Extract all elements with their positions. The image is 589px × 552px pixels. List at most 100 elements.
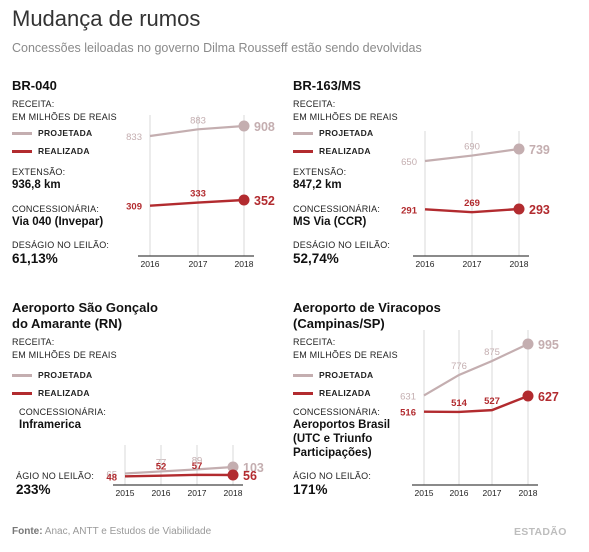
legend-projetada-label: PROJETADA [319, 370, 374, 380]
data-label: 293 [529, 203, 550, 217]
end-point-marker [238, 120, 250, 132]
data-label: 77 [156, 457, 167, 468]
legend-projetada-swatch [12, 132, 32, 135]
x-tick-label: 2017 [483, 488, 502, 498]
data-label: 56 [243, 469, 257, 483]
series-line-realizada [124, 473, 234, 478]
legend-realizada-swatch [12, 150, 32, 153]
series-line-projetada [149, 124, 245, 138]
legend-realizada-label: REALIZADA [38, 388, 90, 398]
data-label: 739 [529, 143, 550, 157]
legend-realizada-swatch [293, 150, 313, 153]
receita-label: RECEITA: [12, 99, 55, 109]
agio-value: 171% [293, 482, 328, 497]
legend-realizada-label: REALIZADA [38, 146, 90, 156]
concessionaria-value: Via 040 (Invepar) [12, 216, 104, 228]
legend-realizada-label: REALIZADA [319, 146, 371, 156]
desagio-value: 61,13% [12, 251, 58, 266]
x-tick-label: 2016 [450, 488, 469, 498]
series-line-projetada [124, 465, 234, 475]
end-point-marker [522, 338, 534, 350]
panel-title-line-1: Aeroporto de Viracopos [293, 300, 441, 315]
x-tick-label: 2017 [189, 259, 208, 269]
agio-label: ÁGIO NO LEILÃO: [16, 471, 95, 481]
x-tick-label: 2016 [152, 488, 171, 498]
x-tick-label: 2017 [463, 259, 482, 269]
series-line-realizada [424, 207, 520, 214]
concessionaria-label: CONCESSIONÁRIA: [293, 204, 381, 214]
x-tick-label: 2016 [416, 259, 435, 269]
x-tick-label: 2017 [188, 488, 207, 498]
chart-1: 2016 2017 2018 833 883 908 309 333 352 [126, 115, 275, 269]
extensao-label: EXTENSÃO: [293, 167, 347, 177]
data-label: 52 [156, 462, 167, 473]
end-point-marker [227, 461, 239, 473]
panel-title: BR-163/MS [293, 78, 361, 93]
receita-label: RECEITA: [293, 99, 336, 109]
receita-label: RECEITA: [293, 337, 336, 347]
concessionaria-value: MS Via (CCR) [293, 216, 367, 228]
end-point-marker [513, 203, 525, 215]
series-line-realizada [149, 198, 245, 207]
data-label: 309 [126, 202, 142, 213]
data-label: 89 [192, 455, 203, 466]
series-line-projetada [424, 147, 520, 163]
x-tick-label: 2018 [510, 259, 529, 269]
panel-title-line-1: Aeroporto São Gonçalo [12, 300, 158, 315]
chart-4: 2015 2016 2017 2018 631 776 875 995 516 514 527 627 [400, 330, 559, 498]
desagio-label: DESÁGIO NO LEILÃO: [12, 240, 110, 250]
extensao-label: EXTENSÃO: [12, 167, 66, 177]
data-label: 995 [538, 338, 559, 352]
source-text: Anac, ANTT e Estudos de Viabilidade [44, 526, 212, 537]
concessionaria-value-line-1: Aeroportos Brasil [293, 419, 391, 431]
data-label: 631 [400, 391, 416, 402]
data-label: 48 [106, 472, 117, 483]
legend-projetada-swatch [293, 132, 313, 135]
x-tick-label: 2018 [235, 259, 254, 269]
desagio-value: 52,74% [293, 251, 339, 266]
data-label: 291 [401, 205, 418, 216]
x-tick-label: 2015 [415, 488, 434, 498]
data-label: 516 [400, 408, 416, 419]
agio-value: 233% [16, 482, 51, 497]
data-label: 352 [254, 194, 275, 208]
data-label: 883 [190, 115, 206, 126]
receita-label: RECEITA: [12, 337, 55, 347]
page-subtitle: Concessões leiloadas no governo Dilma Ro… [12, 41, 422, 55]
data-label: 527 [484, 396, 500, 407]
series-line-realizada [423, 394, 529, 414]
data-label: 875 [484, 347, 500, 358]
end-point-marker [238, 194, 250, 206]
data-label: 65 [106, 469, 117, 480]
chart-2: 2016 2017 2018 650 690 739 291 269 293 [401, 131, 550, 269]
concessionaria-value: Inframerica [19, 419, 82, 431]
legend-realizada-swatch [293, 392, 313, 395]
data-label: 269 [464, 198, 480, 209]
brand-logo: ESTADÃO [514, 526, 567, 538]
unit-label: EM MILHÕES DE REAIS [293, 350, 398, 360]
source-note: Fonte: Anac, ANTT e Estudos de Viabilida… [12, 526, 211, 537]
panel-title-line-2: (Campinas/SP) [293, 316, 385, 331]
data-label: 650 [401, 157, 417, 168]
end-point-marker [513, 143, 525, 155]
extensao-value: 847,2 km [293, 179, 342, 191]
data-label: 514 [451, 398, 468, 409]
concessionaria-label: CONCESSIONÁRIA: [12, 204, 100, 214]
end-point-marker [522, 390, 534, 402]
data-label: 627 [538, 390, 559, 404]
panel-title-line-2: do Amarante (RN) [12, 316, 123, 331]
x-tick-label: 2018 [224, 488, 243, 498]
page-title: Mudança de rumos [12, 6, 201, 31]
data-label: 103 [243, 461, 264, 475]
unit-label: EM MILHÕES DE REAIS [293, 112, 398, 122]
series-line-projetada [423, 343, 529, 397]
legend-projetada-swatch [12, 374, 32, 377]
legend-projetada-swatch [293, 374, 313, 377]
agio-label: ÁGIO NO LEILÃO: [293, 471, 372, 481]
unit-label: EM MILHÕES DE REAIS [12, 350, 117, 360]
concessionaria-value-line-3: Participações) [293, 447, 372, 459]
legend-projetada-label: PROJETADA [38, 128, 93, 138]
data-label: 833 [126, 132, 142, 143]
x-tick-label: 2015 [116, 488, 135, 498]
data-label: 333 [190, 189, 206, 200]
